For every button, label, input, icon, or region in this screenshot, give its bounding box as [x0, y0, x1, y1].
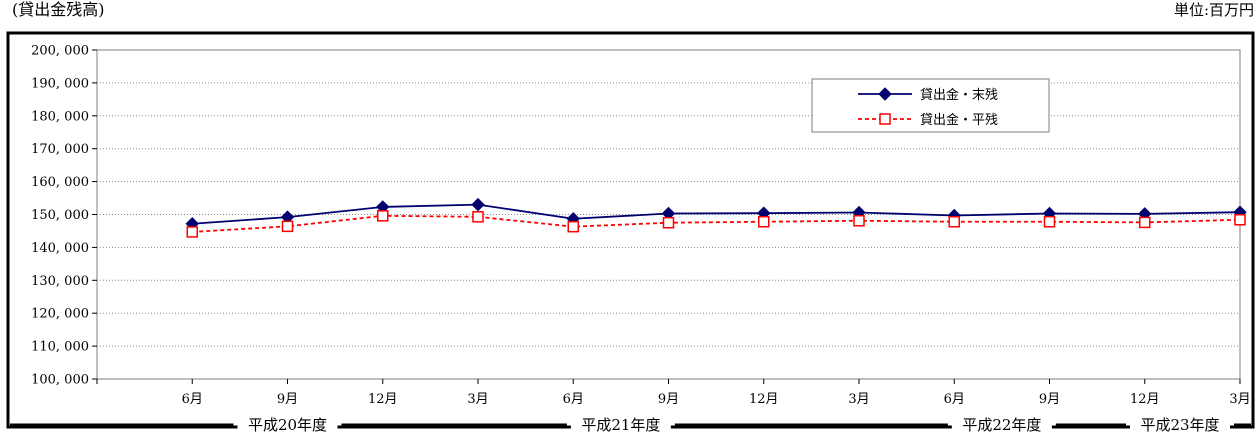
x-tick-label: 6月	[563, 392, 584, 407]
y-tick-label: 100, 000	[31, 373, 89, 388]
y-tick-label: 140, 000	[31, 241, 89, 256]
data-point-square	[1139, 216, 1151, 229]
x-tick-label: 6月	[944, 392, 965, 407]
y-tick-label: 200, 000	[31, 44, 89, 59]
data-point-square	[281, 220, 294, 233]
legend-label: 貸出金・平残	[920, 112, 998, 128]
x-tick-label: 6月	[182, 392, 203, 407]
data-point-square	[1234, 214, 1246, 226]
y-tick-label: 110, 000	[31, 340, 89, 355]
series-layer	[185, 197, 1247, 238]
x-tick-label: 9月	[277, 392, 298, 407]
x-tick-label: 12月	[749, 392, 779, 407]
data-point-square	[948, 215, 960, 228]
y-tick-label: 160, 000	[31, 175, 89, 190]
fiscal-year-label: 平成22年度	[962, 416, 1041, 434]
data-point-square	[853, 215, 865, 227]
data-point-square	[662, 216, 675, 229]
y-tick-label: 130, 000	[31, 274, 89, 289]
x-tick-label: 12月	[368, 392, 398, 407]
y-tick-label: 180, 000	[31, 109, 89, 124]
fiscal-year-axis: 平成20年度 平成21年度 平成22年度 平成23年度	[10, 415, 1251, 434]
legend-label: 貸出金・末残	[920, 87, 998, 103]
data-point-diamond	[878, 87, 892, 101]
fiscal-year-label-bg	[237, 415, 338, 434]
data-point-square	[879, 113, 891, 125]
y-tick-label: 150, 000	[31, 208, 89, 223]
x-tick-label: 3月	[467, 392, 488, 407]
series-line	[192, 214, 1241, 233]
fiscal-year-label: 平成20年度	[248, 416, 327, 434]
x-tick-label: 3月	[1229, 392, 1250, 407]
legend-box	[811, 78, 1050, 133]
x-tick-label: 12月	[1130, 392, 1160, 407]
series-line	[192, 203, 1241, 225]
y-tick-label: 120, 000	[31, 307, 89, 322]
x-tick-label: 9月	[658, 392, 679, 407]
data-point-diamond	[471, 197, 485, 212]
y-tick-label: 190, 000	[31, 76, 89, 91]
unit-caption: 単位:百万円	[1173, 1, 1254, 19]
fiscal-year-label-bg	[570, 415, 671, 434]
fiscal-year-label-bg	[1130, 415, 1230, 434]
series-group	[186, 210, 1246, 238]
y-tick-label: 170, 000	[31, 142, 89, 157]
x-tick-label: 9月	[1039, 392, 1060, 407]
data-point-square	[1043, 215, 1056, 228]
data-point-square	[472, 211, 484, 223]
y-axis-ticks: 100, 000 110, 000 120, 000 130, 000 140, 000…	[31, 44, 97, 388]
chart-caption: (貸出金残高)	[12, 0, 105, 19]
data-point-square	[567, 220, 579, 233]
fiscal-year-label-bg	[951, 415, 1052, 434]
data-point-square	[186, 226, 198, 238]
data-point-square	[758, 215, 770, 228]
x-axis-ticks: 6月 9月 12月 3月 6月 9月 12月 3月 6月 9月 12月 3月	[96, 379, 1251, 407]
fiscal-year-label: 平成21年度	[581, 416, 660, 434]
x-tick-label: 3月	[848, 392, 869, 407]
fiscal-year-label: 平成23年度	[1140, 416, 1219, 434]
data-point-square	[377, 210, 389, 222]
